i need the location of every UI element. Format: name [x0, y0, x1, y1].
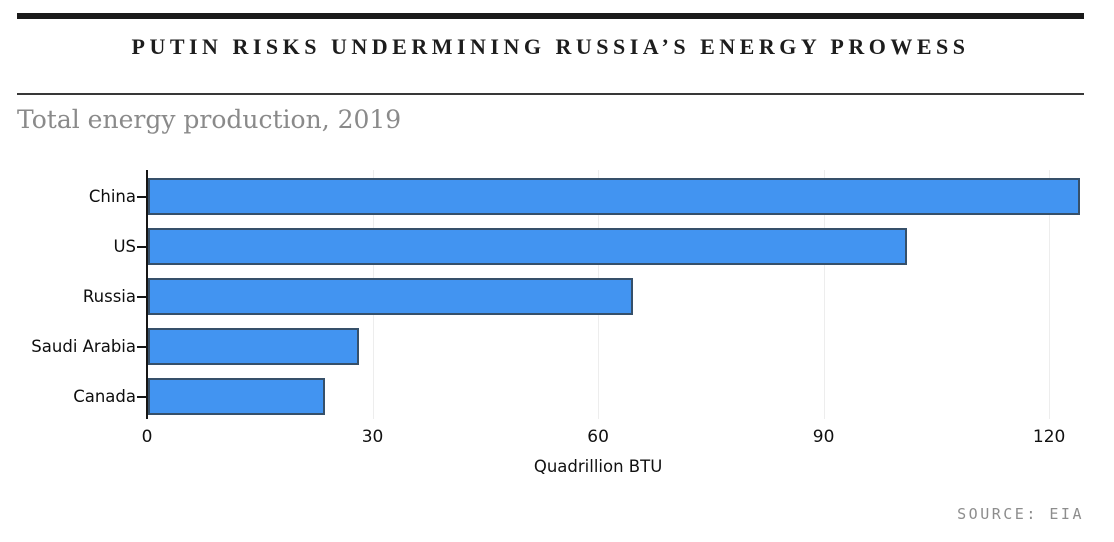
y-tick-russia	[137, 295, 146, 298]
source-credit: SOURCE: EIA	[957, 505, 1084, 523]
y-tick-china	[137, 195, 146, 198]
category-label-canada: Canada	[73, 387, 136, 406]
top-rule	[17, 13, 1084, 19]
gridline-120	[1049, 170, 1051, 419]
category-label-saudi-arabia: Saudi Arabia	[31, 337, 136, 356]
bar-saudi-arabia	[148, 328, 359, 365]
y-axis-line	[146, 170, 148, 419]
y-tick-saudi-arabia	[137, 345, 146, 348]
category-label-china: China	[88, 187, 136, 206]
x-tick-label-30: 30	[361, 427, 384, 447]
page-title: PUTIN RISKS UNDERMINING RUSSIA’S ENERGY …	[131, 34, 970, 59]
bar-china	[148, 178, 1081, 215]
bar-russia	[148, 278, 633, 315]
x-tick-label-90: 90	[812, 427, 835, 447]
y-tick-us	[137, 245, 146, 248]
category-label-us: US	[113, 237, 136, 256]
x-tick-label-0: 0	[141, 427, 153, 447]
x-tick-label-120: 120	[1032, 427, 1066, 447]
category-label-russia: Russia	[82, 287, 136, 306]
bar-canada	[148, 378, 325, 415]
bar-chart: Quadrillion BTU China US Russia Saudi Arabi…	[17, 170, 1084, 480]
chart-subtitle: Total energy production, 2019	[17, 105, 402, 134]
bar-us	[148, 228, 908, 265]
gridline-90	[823, 170, 825, 419]
x-axis-title: Quadrillion BTU	[533, 457, 663, 476]
title-divider	[17, 93, 1084, 95]
y-tick-canada	[137, 395, 146, 398]
x-tick-label-60: 60	[587, 427, 609, 447]
